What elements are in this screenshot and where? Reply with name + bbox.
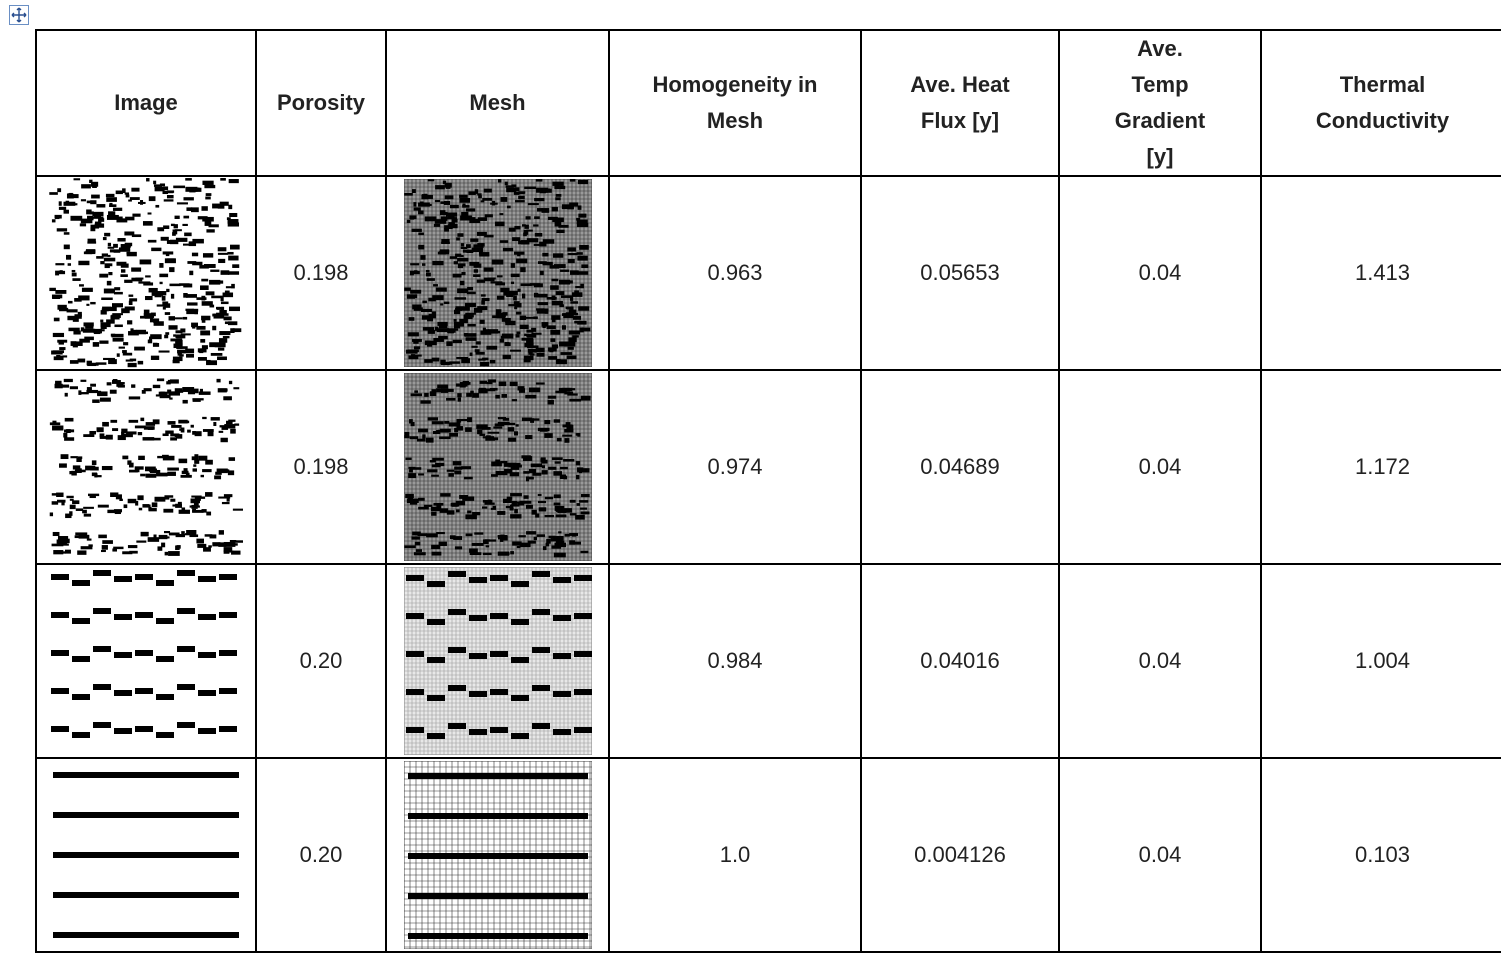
- porous-image: [49, 760, 243, 950]
- value-cell: 1.413: [1261, 176, 1501, 370]
- porous-image: [49, 372, 243, 562]
- porous-image: [49, 178, 243, 368]
- value-cell: 1.172: [1261, 370, 1501, 564]
- header-text: Ave. Temp Gradient [y]: [1110, 31, 1210, 175]
- value-cell: 0.04: [1059, 370, 1261, 564]
- value-cell: 1.004: [1261, 564, 1501, 758]
- mesh-cell: [386, 758, 609, 952]
- header-text: Homogeneity in Mesh: [628, 67, 843, 139]
- value-cell: 0.05653: [861, 176, 1059, 370]
- value-cell: 0.963: [609, 176, 861, 370]
- image-cell: [36, 370, 256, 564]
- value-cell: 0.198: [256, 370, 386, 564]
- mesh-image: [404, 567, 592, 755]
- mesh-image: [404, 179, 592, 367]
- value-cell: 0.198: [256, 176, 386, 370]
- image-cell: [36, 564, 256, 758]
- header-text: Image: [114, 85, 178, 121]
- header-text: Porosity: [277, 85, 365, 121]
- table-move-handle[interactable]: [9, 5, 29, 25]
- value-cell: 0.04: [1059, 758, 1261, 952]
- value-cell: 0.04: [1059, 176, 1261, 370]
- header-text: Ave. Heat Flux [y]: [890, 67, 1030, 139]
- mesh-image: [404, 761, 592, 949]
- header-cell: Ave. Temp Gradient [y]: [1059, 30, 1261, 176]
- value-cell: 0.20: [256, 564, 386, 758]
- value-cell: 0.04016: [861, 564, 1059, 758]
- value-cell: 0.004126: [861, 758, 1059, 952]
- image-cell: [36, 176, 256, 370]
- value-cell: 0.984: [609, 564, 861, 758]
- page: Image Porosity Mesh Homogeneity in Mesh …: [0, 0, 1501, 911]
- header-cell: Mesh: [386, 30, 609, 176]
- header-text: Thermal Conductivity: [1308, 67, 1458, 139]
- value-cell: 0.04689: [861, 370, 1059, 564]
- porous-image: [49, 566, 243, 756]
- mesh-cell: [386, 564, 609, 758]
- header-row: Image Porosity Mesh Homogeneity in Mesh …: [36, 30, 1501, 176]
- mesh-image: [404, 373, 592, 561]
- mesh-cell: [386, 176, 609, 370]
- header-cell: Porosity: [256, 30, 386, 176]
- mesh-cell: [386, 370, 609, 564]
- header-text: Mesh: [469, 85, 525, 121]
- results-table: Image Porosity Mesh Homogeneity in Mesh …: [35, 29, 1501, 953]
- value-cell: 0.974: [609, 370, 861, 564]
- value-cell: 0.20: [256, 758, 386, 952]
- value-cell: 0.103: [1261, 758, 1501, 952]
- header-cell: Thermal Conductivity: [1261, 30, 1501, 176]
- value-cell: 1.0: [609, 758, 861, 952]
- header-cell: Homogeneity in Mesh: [609, 30, 861, 176]
- image-cell: [36, 758, 256, 952]
- header-cell: Ave. Heat Flux [y]: [861, 30, 1059, 176]
- value-cell: 0.04: [1059, 564, 1261, 758]
- header-cell: Image: [36, 30, 256, 176]
